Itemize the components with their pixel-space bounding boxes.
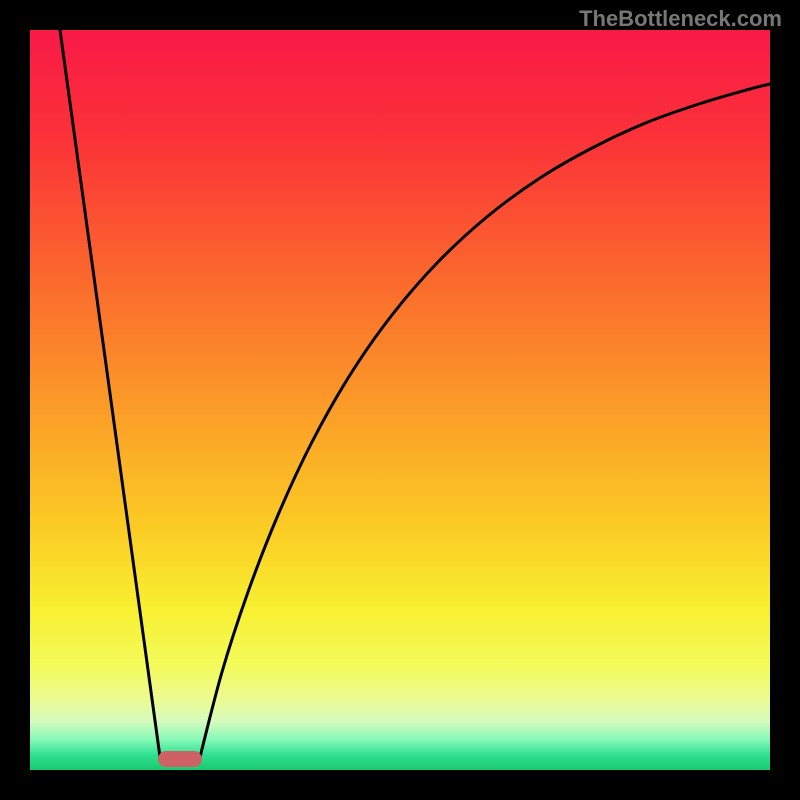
bottleneck-marker xyxy=(158,751,202,767)
plot-area xyxy=(30,30,770,770)
chart-container: TheBottleneck.com xyxy=(0,0,800,800)
watermark-text: TheBottleneck.com xyxy=(579,6,782,32)
bottleneck-chart xyxy=(0,0,800,800)
